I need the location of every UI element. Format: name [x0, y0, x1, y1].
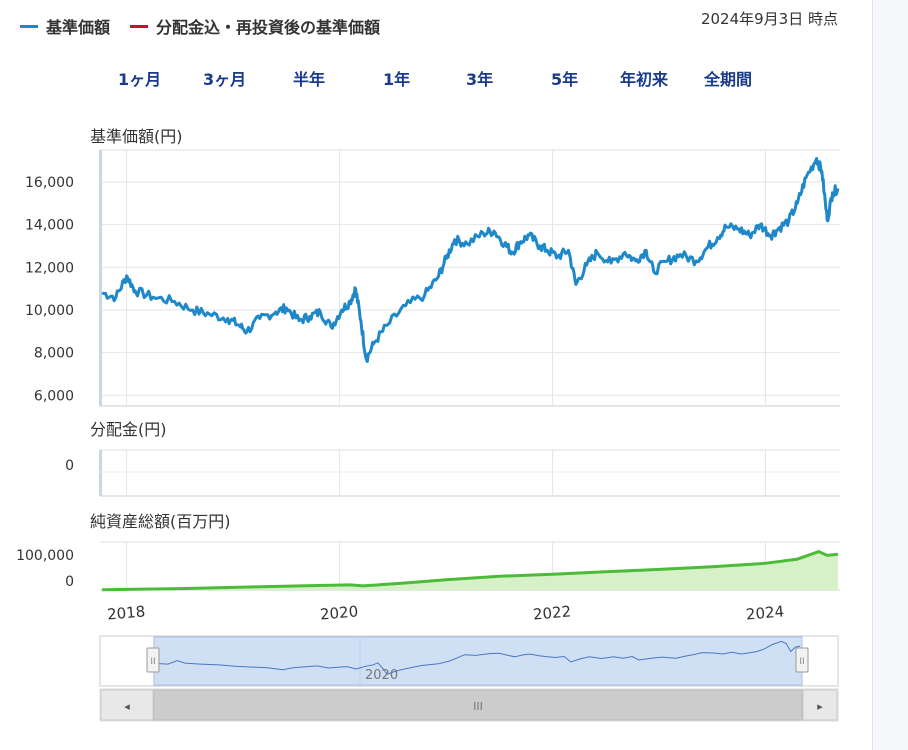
- right-rail: [872, 0, 908, 750]
- legend-swatch-reinvested: [130, 24, 149, 28]
- x-axis-label: 2022: [532, 602, 572, 623]
- dist-left-edge: [99, 450, 102, 496]
- period-button-ytd[interactable]: 年初来: [620, 70, 669, 89]
- scrollbar-thumb[interactable]: [153, 689, 803, 721]
- right-handle-grip: II: [799, 657, 804, 667]
- fund-chart: 基準価額(円) 分配金(円) 純資産総額(百万円) 6,000 8,000 10,0…: [16, 127, 840, 722]
- chevron-left-icon: ◂: [124, 700, 130, 713]
- legend-label-nav: 基準価額: [46, 18, 111, 37]
- navigator-left-handle[interactable]: II: [146, 647, 160, 673]
- nav-y-tick-label: 16,000: [25, 175, 74, 191]
- net-assets-line: [102, 549, 839, 592]
- navigator-mini-line: [155, 640, 801, 675]
- distribution-panel-title: 分配金(円): [90, 420, 167, 439]
- nav-y-tick-labels: 6,000 8,000 10,000 12,000 14,000 16,000: [25, 175, 74, 404]
- period-button-1m[interactable]: 1ヶ月: [118, 70, 162, 89]
- legend: 基準価額 分配金込・再投資後の基準価額: [20, 14, 400, 38]
- x-axis-label: 2018: [106, 602, 146, 623]
- assets-y-tick-100000: 100,000: [16, 548, 74, 564]
- scrollbar-right-button[interactable]: ▸: [802, 689, 838, 721]
- x-axis-labels: 2018 2020 2022 2024: [106, 602, 784, 623]
- nav-y-tick-label: 6,000: [34, 388, 74, 404]
- left-handle-grip: II: [150, 657, 155, 667]
- legend-swatch-nav: [20, 24, 38, 28]
- period-button-3m[interactable]: 3ヶ月: [203, 70, 247, 89]
- scrollbar-left-button[interactable]: ◂: [100, 689, 154, 721]
- vertical-gridlines: [126, 150, 766, 590]
- as-of-date: 2024年9月3日 時点: [700, 10, 838, 28]
- period-button-all[interactable]: 全期間: [704, 70, 753, 89]
- assets-y-tick-0: 0: [65, 574, 74, 590]
- dist-y-tick-0: 0: [65, 458, 74, 474]
- period-button-6m[interactable]: 半年: [293, 70, 326, 89]
- net-assets-area: [102, 551, 838, 590]
- chevron-right-icon: ▸: [817, 700, 823, 713]
- nav-gridlines: [100, 181, 840, 396]
- x-axis-label: 2024: [745, 602, 785, 623]
- nav-y-tick-label: 12,000: [25, 260, 74, 276]
- navigator-year-label: 2020: [365, 668, 398, 683]
- nav-y-tick-label: 8,000: [34, 346, 74, 362]
- navigator-right-handle[interactable]: II: [795, 647, 809, 673]
- legend-item-reinvested[interactable]: 分配金込・再投資後の基準価額: [130, 14, 380, 38]
- net-assets-panel-title: 純資産総額(百万円): [90, 512, 231, 531]
- x-axis-label: 2020: [319, 602, 359, 623]
- period-button-1y[interactable]: 1年: [383, 70, 411, 89]
- navigator-selection[interactable]: [153, 636, 803, 686]
- period-selector: 1ヶ月 3ヶ月 半年 1年 3年 5年 年初来 全期間: [0, 66, 872, 94]
- nav-y-tick-label: 10,000: [25, 303, 74, 319]
- nav-panel-title: 基準価額(円): [90, 127, 183, 146]
- legend-label-reinvested: 分配金込・再投資後の基準価額: [156, 18, 381, 37]
- period-button-3y[interactable]: 3年: [466, 70, 494, 89]
- nav-series-line: [101, 157, 840, 363]
- legend-item-nav[interactable]: 基準価額: [20, 14, 110, 38]
- scrollbar-grip-icon: III: [473, 700, 483, 713]
- nav-left-edge: [99, 150, 102, 406]
- nav-y-tick-label: 14,000: [25, 218, 74, 234]
- period-button-5y[interactable]: 5年: [551, 70, 579, 89]
